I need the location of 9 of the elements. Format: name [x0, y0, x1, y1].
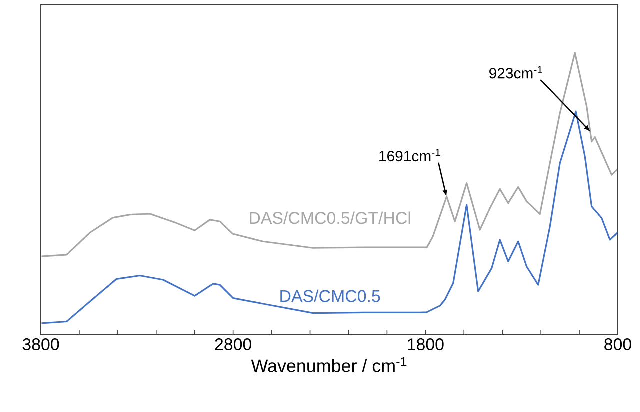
x-tick-label: 3800 [22, 338, 60, 351]
x-tick-label: 1800 [408, 338, 444, 351]
x-axis-title: Wavenumber / cm$^{-1}$ [251, 357, 407, 372]
series-label: DAS/CMC0.5 [280, 290, 380, 302]
series-label: DAS/CMC0.5/GT/HCl [250, 212, 410, 224]
annotation: 1691cm$^{-1}$ [380, 149, 440, 162]
x-tick-label: 800 [604, 338, 632, 351]
annotation: 923cm$^{-1}$ [490, 66, 542, 79]
x-tick-label: 2800 [215, 338, 252, 351]
